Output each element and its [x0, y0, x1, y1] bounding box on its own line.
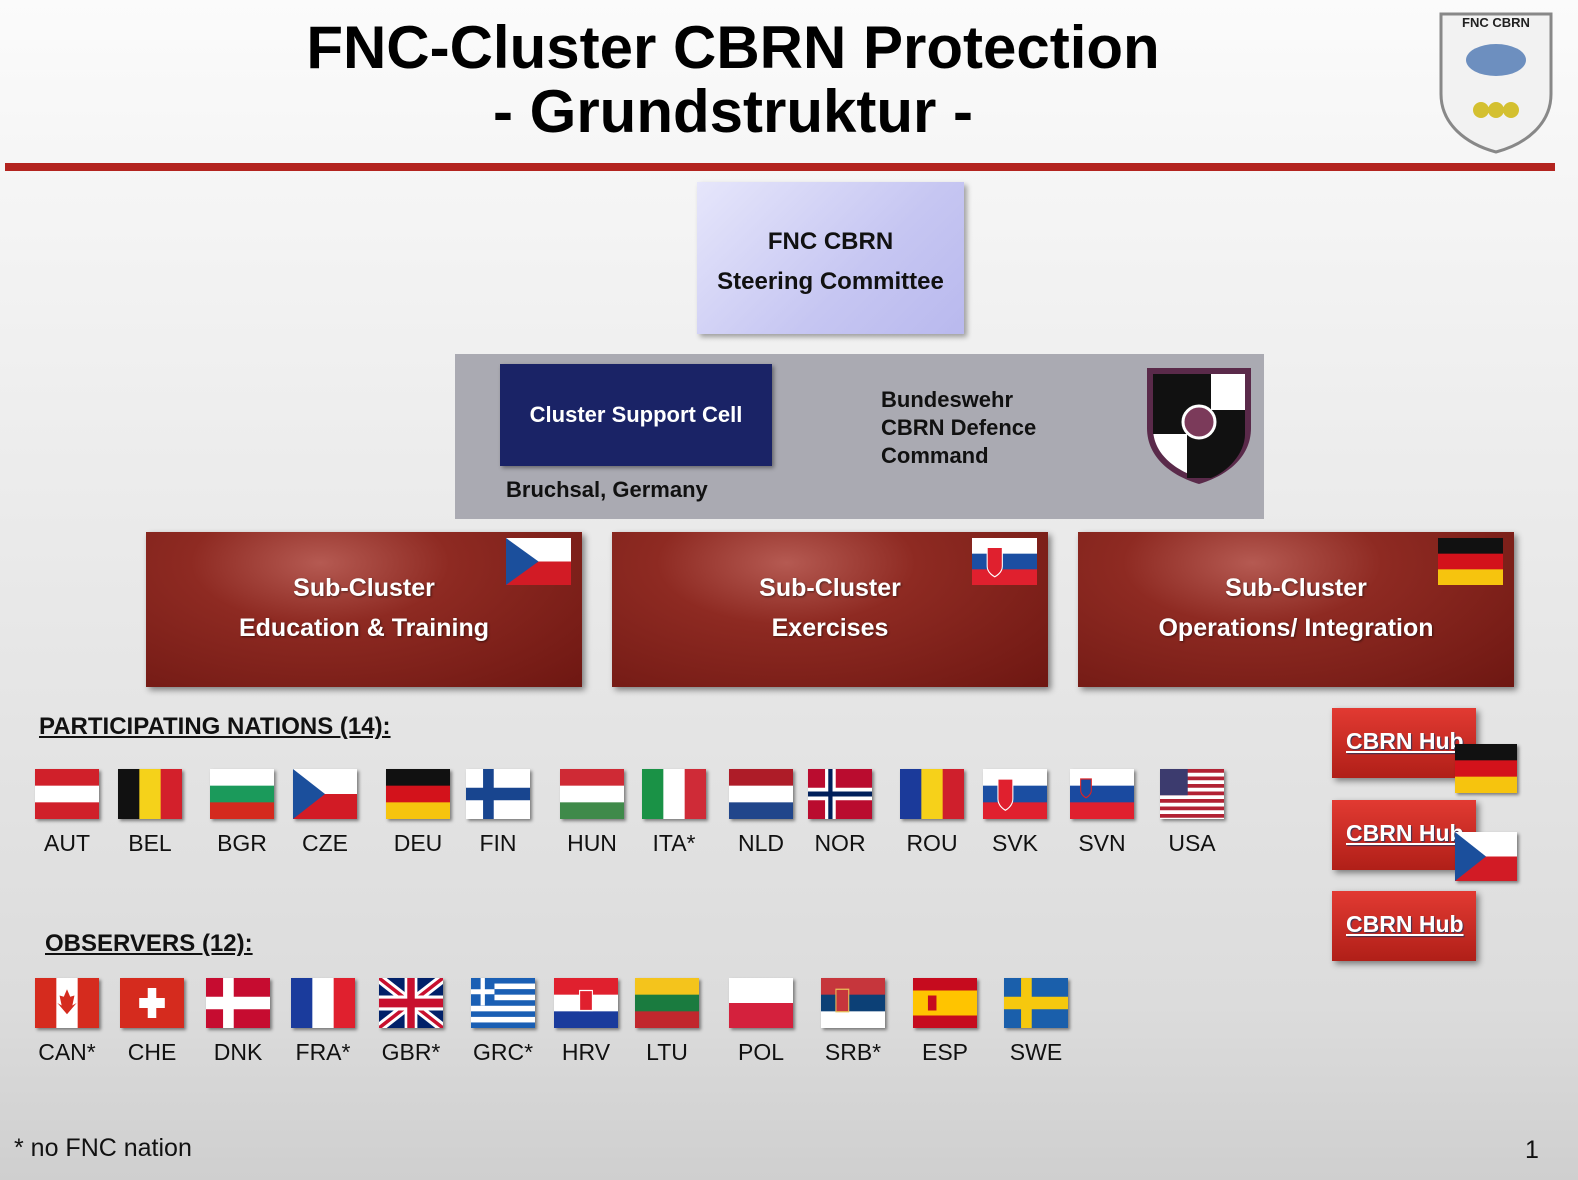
flag-deu	[1455, 744, 1517, 793]
nation-code: DNK	[213, 1039, 263, 1065]
flag-srb	[821, 978, 885, 1028]
flag-svn	[1070, 769, 1134, 819]
flag-esp	[913, 978, 977, 1028]
cbrn-hub-3[interactable]: CBRN Hub	[1332, 891, 1476, 961]
steering-line-1: FNC CBRN	[767, 228, 894, 255]
flag-nld	[729, 769, 793, 819]
nation-code: DEU	[393, 830, 443, 856]
flag-gbr	[379, 978, 443, 1028]
nation-code: SRB*	[824, 1039, 882, 1065]
title-divider	[5, 163, 1555, 171]
cbrn-hub-2[interactable]: CBRN Hub	[1332, 800, 1476, 870]
nation-code: SVK	[991, 830, 1039, 856]
flag-bgr	[210, 769, 274, 819]
flag-ita	[642, 769, 706, 819]
flag-grc	[471, 978, 535, 1028]
flag-swe	[1004, 978, 1068, 1028]
flag-rou	[900, 769, 964, 819]
nation-code: NOR	[814, 830, 866, 856]
steering-committee-box: FNC CBRN Steering Committee	[697, 182, 964, 334]
flag-ltu	[635, 978, 699, 1028]
footnote: * no FNC nation	[14, 1134, 192, 1162]
nation-code: HRV	[561, 1039, 611, 1065]
cluster-support-cell: Cluster Support Cell	[500, 364, 772, 466]
command-name: Bundeswehr CBRN Defence Command	[881, 386, 1036, 470]
flag-cze	[293, 769, 357, 819]
nation-code: LTU	[646, 1039, 688, 1065]
title-line-2: - Grundstruktur -	[493, 78, 973, 145]
support-location: Bruchsal, Germany	[506, 477, 708, 502]
nation-code: POL	[737, 1039, 785, 1065]
command-line: Command	[881, 443, 989, 468]
subcluster-operations-integration: Sub-Cluster Operations/ Integration	[1078, 532, 1514, 687]
flag-deu	[1438, 538, 1503, 585]
observers-heading: OBSERVERS (12):	[45, 930, 253, 957]
flag-fra	[291, 978, 355, 1028]
nation-code: GRC*	[472, 1039, 534, 1065]
flag-usa	[1160, 769, 1224, 819]
flag-svk	[972, 538, 1037, 585]
cbrn-hub-1[interactable]: CBRN Hub	[1332, 708, 1476, 778]
nation-code: BGR	[217, 830, 267, 856]
subcluster-education-training: Sub-Cluster Education & Training	[146, 532, 582, 687]
flag-can	[35, 978, 99, 1028]
flag-bel	[118, 769, 182, 819]
command-line: Bundeswehr	[881, 387, 1014, 412]
nation-code: CZE	[302, 830, 348, 856]
title-line-1: FNC-Cluster CBRN Protection	[306, 14, 1160, 81]
nation-code: USA	[1168, 830, 1216, 856]
nation-code: SVN	[1078, 830, 1126, 856]
nation-code: GBR*	[381, 1039, 441, 1065]
nation-code: ITA*	[652, 830, 696, 856]
nation-code: BEL	[128, 830, 172, 856]
flag-svk	[983, 769, 1047, 819]
page-number: 1	[1525, 1136, 1539, 1164]
flag-hun	[560, 769, 624, 819]
cbrn-command-emblem	[1143, 364, 1255, 486]
flag-pol	[729, 978, 793, 1028]
participating-heading: PARTICIPATING NATIONS (14):	[39, 713, 391, 740]
fnc-cbrn-logo: FNC CBRN	[1437, 10, 1555, 155]
flag-che	[120, 978, 184, 1028]
steering-line-2: Steering Committee	[717, 268, 944, 295]
nation-code: HUN	[567, 830, 617, 856]
nation-code: SWE	[1009, 1039, 1063, 1065]
svg-text:FNC CBRN: FNC CBRN	[1462, 15, 1530, 30]
subcluster-exercises: Sub-Cluster Exercises	[612, 532, 1048, 687]
nation-code: FRA*	[295, 1039, 351, 1065]
subcluster-label: Sub-Cluster	[293, 574, 435, 602]
flag-deu	[386, 769, 450, 819]
flag-nor	[808, 769, 872, 819]
subcluster-label: Sub-Cluster	[759, 574, 901, 602]
nation-code: ESP	[921, 1039, 969, 1065]
nation-code: CHE	[127, 1039, 177, 1065]
flag-dnk	[206, 978, 270, 1028]
subcluster-label: Education & Training	[238, 614, 489, 642]
nation-code: CAN*	[38, 1039, 96, 1065]
flag-fin	[466, 769, 530, 819]
subcluster-label: Operations/ Integration	[1158, 614, 1434, 642]
nation-code: ROU	[906, 830, 958, 856]
subcluster-label: Exercises	[771, 614, 889, 642]
nation-code: AUT	[44, 830, 90, 856]
flag-cze	[1455, 832, 1517, 881]
subcluster-label: Sub-Cluster	[1225, 574, 1367, 602]
flag-aut	[35, 769, 99, 819]
command-line: CBRN Defence	[881, 415, 1037, 440]
flag-cze	[506, 538, 571, 585]
nation-code: NLD	[737, 830, 784, 856]
nation-code: FIN	[479, 830, 517, 856]
flag-hrv	[554, 978, 618, 1028]
